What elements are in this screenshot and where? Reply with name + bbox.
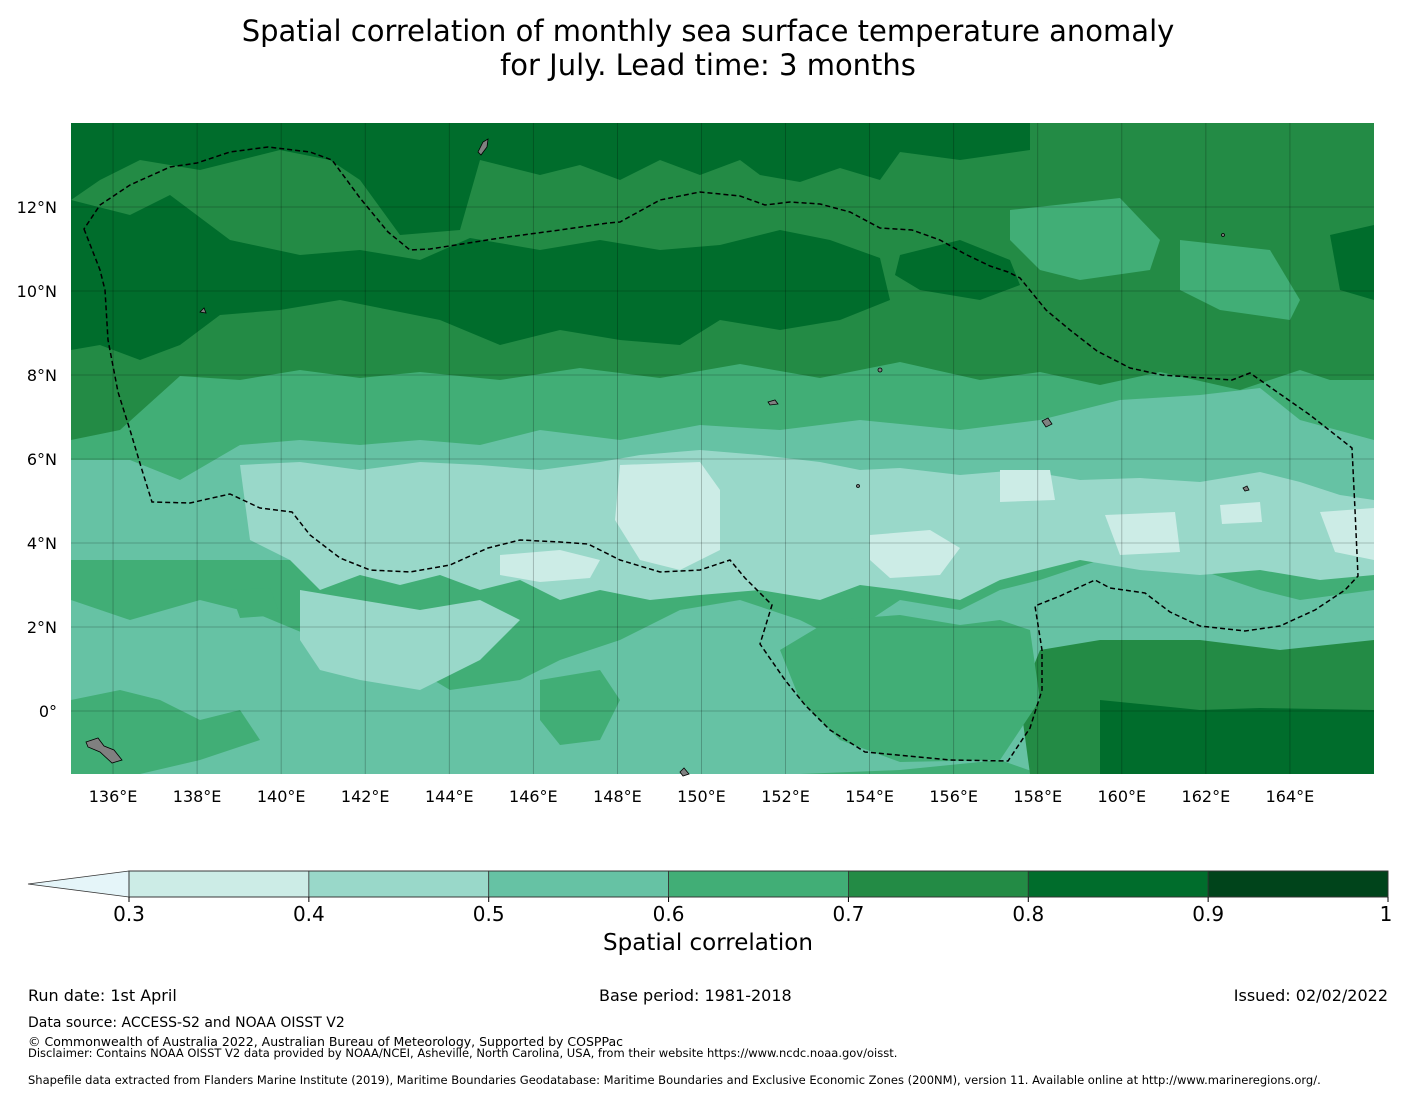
colorbar-segment	[488, 870, 669, 898]
title-line-1: Spatial correlation of monthly sea surfa…	[241, 14, 1175, 48]
lat-tick-label: 8°N	[27, 366, 57, 385]
colorbar-min-extension	[27, 870, 130, 898]
copyright: © Commonwealth of Australia 2022, Austra…	[28, 1034, 623, 1049]
colorbar-tick-label: 0.9	[1192, 902, 1224, 926]
correlation-map: 136°E 138°E 140°E 142°E 144°E 146°E 148°E 150°E…	[17, 123, 1374, 806]
map-field	[71, 123, 1374, 774]
lon-tick-label: 154°E	[845, 787, 894, 806]
lat-tick-label: 10°N	[17, 282, 57, 301]
new-guinea-coast	[85, 737, 123, 764]
base-period: Base period: 1981-2018	[599, 986, 792, 1005]
map-title: Spatial correlation of monthly sea surfa…	[0, 14, 1416, 82]
graticule	[71, 123, 1374, 774]
atoll-3	[1221, 233, 1225, 237]
lat-tick-label: 12°N	[17, 198, 57, 217]
yap-island	[199, 307, 207, 314]
colorbar-tick-labels: 0.3 0.4 0.5 0.6 0.7 0.8 0.9 1	[113, 897, 1392, 926]
lon-tick-label: 150°E	[677, 787, 726, 806]
run-date: Run date: 1st April	[28, 986, 177, 1005]
colorbar-segments	[128, 870, 1389, 898]
lon-tick-label: 162°E	[1182, 787, 1231, 806]
colorbar-segment	[308, 870, 490, 898]
colorbar-tick-label: 0.6	[653, 902, 685, 926]
lon-tick-label: 138°E	[173, 787, 222, 806]
issued-date: Issued: 02/02/2022	[1233, 986, 1388, 1005]
colorbar-segment	[1027, 870, 1209, 898]
colorbar-tick-label: 0.7	[833, 902, 865, 926]
lon-tick-label: 148°E	[593, 787, 642, 806]
lon-tick-label: 142°E	[341, 787, 390, 806]
atoll-2	[856, 484, 860, 488]
lon-tick-label: 146°E	[509, 787, 558, 806]
lon-tick-label: 158°E	[1013, 787, 1062, 806]
lon-tick-label: 136°E	[89, 787, 138, 806]
latitude-tick-labels: 12°N 10°N 8°N 6°N 4°N 2°N 0°	[17, 198, 57, 721]
data-source: Data source: ACCESS-S2 and NOAA OISST V2	[28, 1015, 345, 1031]
manus-island	[679, 767, 690, 777]
colorbar-segment	[668, 870, 849, 898]
colorbar-segment	[848, 870, 1029, 898]
eez-boundary	[83, 146, 1359, 762]
lat-tick-label: 4°N	[27, 534, 57, 553]
lon-tick-label: 140°E	[257, 787, 306, 806]
colorbar-tick-label: 0.4	[293, 902, 325, 926]
colorbar-label: Spatial correlation	[603, 930, 813, 956]
lon-tick-label: 152°E	[761, 787, 810, 806]
pohnpei-island	[1041, 417, 1053, 428]
disclaimer: Disclaimer: Contains NOAA OISST V2 data …	[28, 1046, 898, 1060]
shapefile-credit: Shapefile data extracted from Flanders M…	[28, 1073, 1321, 1087]
kosrae-island	[1242, 485, 1250, 492]
lon-tick-label: 156°E	[929, 787, 978, 806]
colorbar: 0.3 0.4 0.5 0.6 0.7 0.8 0.9 1	[27, 870, 1392, 926]
atoll-1	[877, 367, 883, 373]
colorbar-segment	[1207, 870, 1389, 898]
lat-tick-label: 2°N	[27, 618, 57, 637]
colorbar-tick-label: 1	[1380, 902, 1393, 926]
colorbar-tick-label: 0.5	[473, 902, 505, 926]
land-masses	[85, 138, 1250, 777]
colorbar-segment	[128, 870, 310, 898]
title-line-2: for July. Lead time: 3 months	[500, 48, 916, 82]
colorbar-tick-label: 0.3	[113, 902, 145, 926]
lon-tick-label: 144°E	[425, 787, 474, 806]
lat-tick-label: 0°	[39, 702, 57, 721]
lat-tick-label: 6°N	[27, 450, 57, 469]
longitude-tick-labels: 136°E 138°E 140°E 142°E 144°E 146°E 148°E 150°E…	[89, 787, 1315, 806]
guam-island	[477, 138, 489, 156]
chuuk-islands	[767, 399, 779, 406]
colorbar-tick-label: 0.8	[1012, 902, 1044, 926]
lon-tick-label: 160°E	[1097, 787, 1146, 806]
lon-tick-label: 164°E	[1266, 787, 1315, 806]
